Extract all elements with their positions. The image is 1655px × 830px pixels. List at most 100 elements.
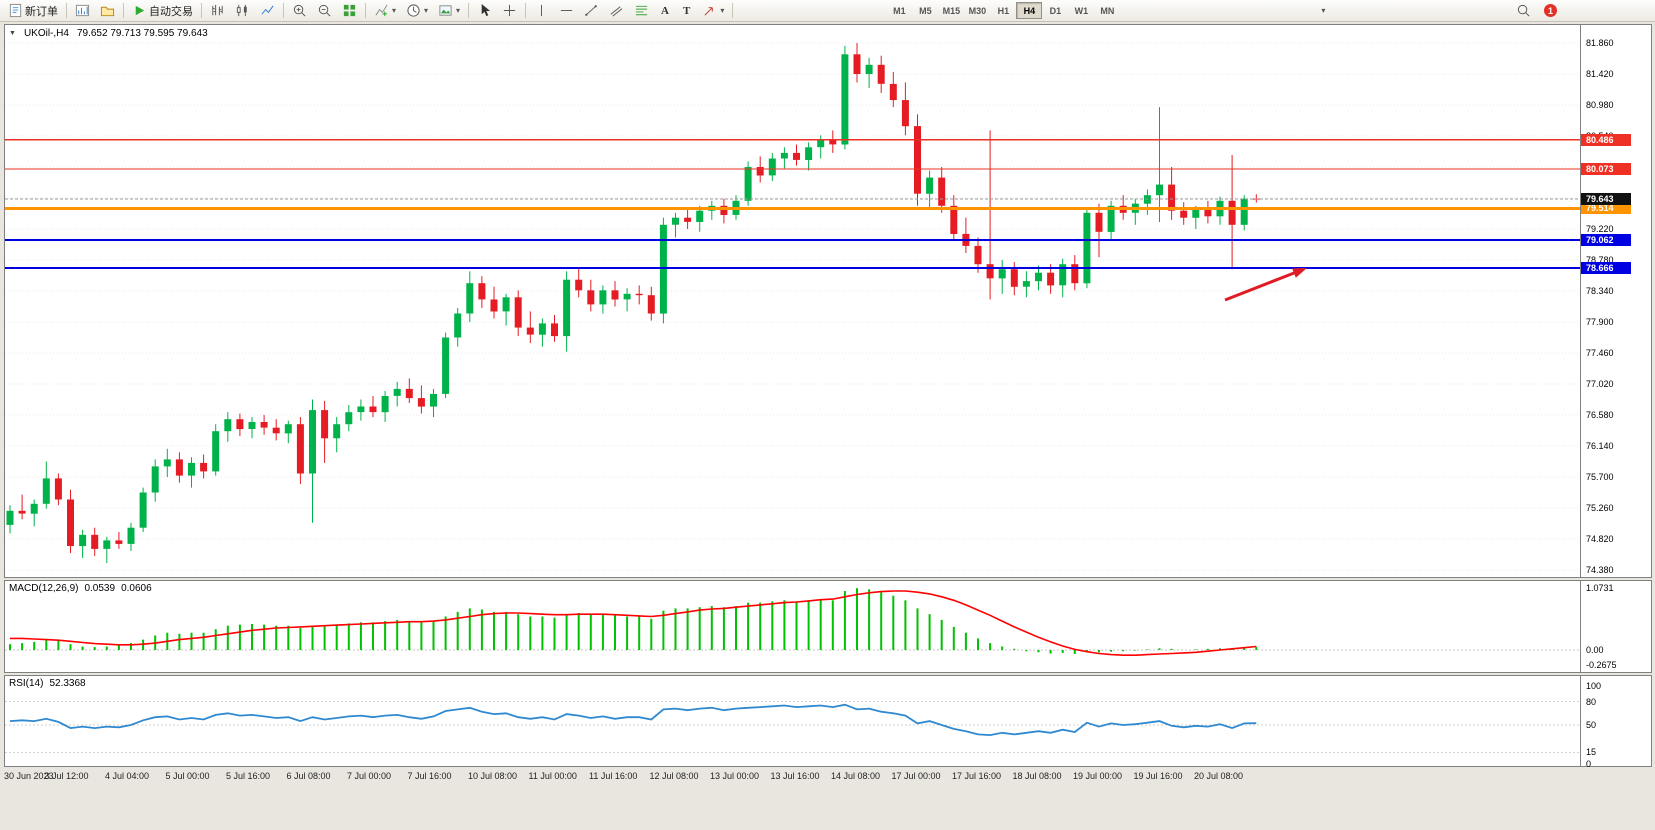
arrow-shape-icon: [704, 7, 714, 16]
vertical-line-button[interactable]: [529, 1, 554, 21]
candle-body: [1168, 184, 1176, 211]
timeframe-mn[interactable]: MN: [1094, 2, 1120, 19]
candlestick-chart-button[interactable]: [230, 1, 255, 21]
notification-badge[interactable]: 1: [1544, 4, 1557, 17]
shapes-button[interactable]: ▾: [697, 1, 729, 21]
candle-body: [393, 388, 401, 396]
templates-button[interactable]: ▾: [433, 1, 465, 21]
profiles-button[interactable]: [95, 1, 120, 21]
candle-body: [127, 527, 135, 544]
candle-body: [1180, 210, 1188, 218]
text-tool-icon: A: [661, 4, 669, 17]
price-scale[interactable]: [1580, 24, 1652, 578]
trendline-button[interactable]: [579, 1, 604, 21]
candle-body: [829, 140, 837, 145]
candle-body: [18, 510, 26, 514]
candle-body: [914, 126, 921, 194]
candle-body: [345, 412, 353, 425]
candle-body: [538, 323, 546, 335]
candle-body: [200, 462, 208, 472]
candle-body: [623, 293, 631, 300]
candle-body: [115, 540, 123, 544]
timeframe-w1[interactable]: W1: [1068, 2, 1094, 19]
arrow-annotation-head[interactable]: [1292, 268, 1307, 278]
candle-body: [248, 422, 256, 429]
label-tool-icon: T: [683, 4, 691, 17]
trendline-icon: [585, 5, 597, 16]
candle-body: [950, 205, 958, 234]
zoom-in-icon: [293, 4, 306, 17]
timeframe-m1[interactable]: M1: [886, 2, 912, 19]
toolbar-separator: [525, 3, 527, 18]
zoom-out-button[interactable]: [312, 1, 337, 21]
timeframe-m5[interactable]: M5: [912, 2, 938, 19]
candle-body: [1240, 198, 1248, 225]
channel-button[interactable]: [604, 1, 629, 21]
arrow-annotation-line[interactable]: [1224, 269, 1301, 302]
timeframe-d1[interactable]: D1: [1042, 2, 1068, 19]
new-order-button[interactable]: 新订单: [3, 1, 63, 21]
toolbar-overflow-icon[interactable]: ▾: [1321, 5, 1326, 15]
line-chart-button[interactable]: [255, 1, 280, 21]
candle-body: [672, 217, 679, 225]
zoom-out-icon: [318, 4, 331, 17]
periods-button[interactable]: ▾: [401, 1, 433, 21]
toolbar-separator: [123, 3, 124, 18]
candle-body: [684, 217, 692, 222]
candle-body: [272, 427, 280, 434]
candle-body: [865, 64, 873, 74]
timeframe-m30[interactable]: M30: [964, 2, 990, 19]
horizontal-line-button[interactable]: [554, 1, 579, 21]
candle-body: [490, 299, 498, 312]
candle-body: [188, 462, 195, 476]
text-label-button[interactable]: T: [676, 1, 697, 21]
timeframe-m15[interactable]: M15: [938, 2, 964, 19]
indicators-button[interactable]: ▾: [369, 1, 401, 21]
new-order-icon: [9, 3, 22, 18]
equidistant-channel-icon: [610, 6, 623, 17]
candle-body: [260, 422, 268, 428]
candle-body: [54, 478, 62, 500]
zoom-in-button[interactable]: [287, 1, 312, 21]
candle-body: [151, 466, 159, 493]
candle-body: [877, 64, 885, 84]
rsi-panel[interactable]: [4, 675, 1581, 767]
caret-down-icon: ▾: [456, 5, 461, 15]
new-order-label: 新订单: [25, 5, 58, 18]
macd-scale[interactable]: [1580, 580, 1652, 673]
candle-body: [454, 313, 462, 338]
candle-body: [1192, 209, 1200, 218]
candle-body: [901, 100, 909, 127]
candle-body: [659, 224, 667, 314]
toolbar-separator: [732, 3, 734, 18]
candle-body: [1156, 184, 1163, 196]
timeframe-h4[interactable]: H4: [1016, 2, 1043, 19]
autotrading-label: 自动交易: [149, 5, 193, 18]
candle-body: [502, 297, 510, 312]
text-button[interactable]: A: [654, 1, 676, 21]
vertical-line-icon: [541, 4, 543, 17]
crosshair-button[interactable]: [497, 1, 522, 21]
autotrading-button[interactable]: 自动交易: [127, 1, 198, 21]
caret-down-icon: ▾: [392, 5, 397, 15]
candle-body: [805, 147, 813, 160]
candle-body: [67, 499, 74, 546]
fibonacci-button[interactable]: [629, 1, 654, 21]
candle-body: [1095, 212, 1103, 232]
rsi-line: [9, 703, 1257, 737]
bar-chart-button[interactable]: [205, 1, 230, 21]
tile-windows-button[interactable]: [337, 1, 362, 21]
rsi-scale[interactable]: [1580, 675, 1652, 767]
candle-body: [139, 492, 147, 528]
timeframe-h1[interactable]: H1: [990, 2, 1016, 19]
crosshair-icon: [503, 4, 516, 17]
candlestick-chart-icon: [236, 4, 247, 17]
main-chart-panel[interactable]: [4, 24, 1581, 578]
cursor-button[interactable]: [472, 1, 497, 21]
candle-body: [768, 158, 776, 176]
search-button[interactable]: [1511, 1, 1536, 21]
candle-body: [986, 264, 994, 279]
new-chart-button[interactable]: [70, 1, 95, 21]
candle-body: [889, 83, 897, 101]
